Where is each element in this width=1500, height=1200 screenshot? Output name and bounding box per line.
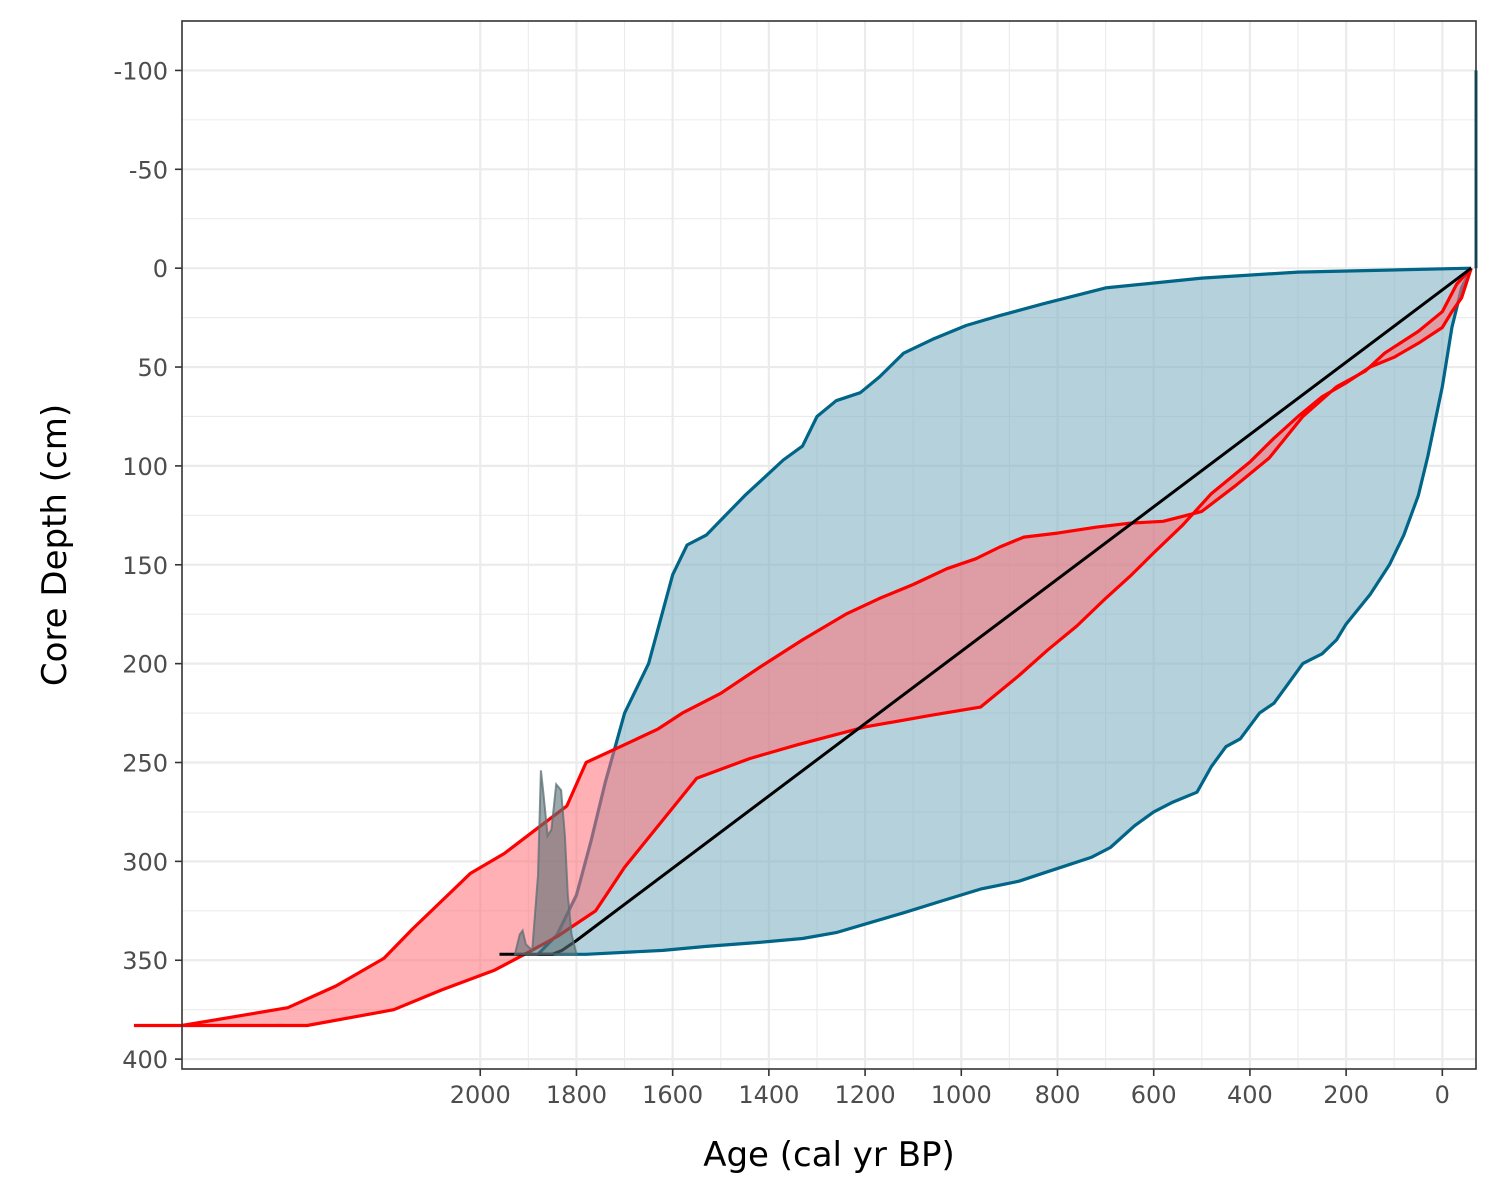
y-tick-label: 250: [122, 750, 168, 778]
x-tick-label: 600: [1131, 1081, 1177, 1109]
x-axis-title: Age (cal yr BP): [703, 1135, 955, 1175]
x-tick-label: 200: [1323, 1081, 1369, 1109]
x-tick-label: 1800: [546, 1081, 607, 1109]
y-tick-label: 300: [122, 848, 168, 876]
x-tick-label: 2000: [450, 1081, 511, 1109]
series-layer: [133, 70, 1478, 1028]
x-tick-label: 800: [1035, 1081, 1081, 1109]
blue-envelope-young-edge: [538, 267, 1473, 956]
y-tick-label: 350: [122, 947, 168, 975]
y-tick-label: 100: [122, 453, 168, 481]
y-tick-label: -100: [114, 57, 168, 85]
panel-border: [181, 20, 1477, 1070]
y-tick-label: 400: [122, 1046, 168, 1074]
x-tick-label: 1400: [738, 1081, 799, 1109]
y-tick-label: 50: [137, 354, 168, 382]
x-tick-label: 0: [1435, 1081, 1450, 1109]
x-tick-label: 1600: [642, 1081, 703, 1109]
x-tick-label: 1000: [931, 1081, 992, 1109]
age-density-shape: [513, 770, 578, 956]
x-tick-label: 1200: [835, 1081, 896, 1109]
y-tick-label: 0: [153, 255, 168, 283]
y-axis-title: Core Depth (cm): [35, 404, 75, 686]
red-envelope-old-edge: [181, 267, 1473, 1028]
x-tick-label: 400: [1227, 1081, 1273, 1109]
y-tick-label: -50: [129, 156, 168, 184]
y-tick-label: 150: [122, 552, 168, 580]
red-envelope-area: [133, 268, 1472, 1026]
axes-layer: 2000 1800 1600 1400 1200 1000 800 600 400 200 0-10…: [114, 57, 1450, 1109]
y-tick-label: 200: [122, 651, 168, 679]
